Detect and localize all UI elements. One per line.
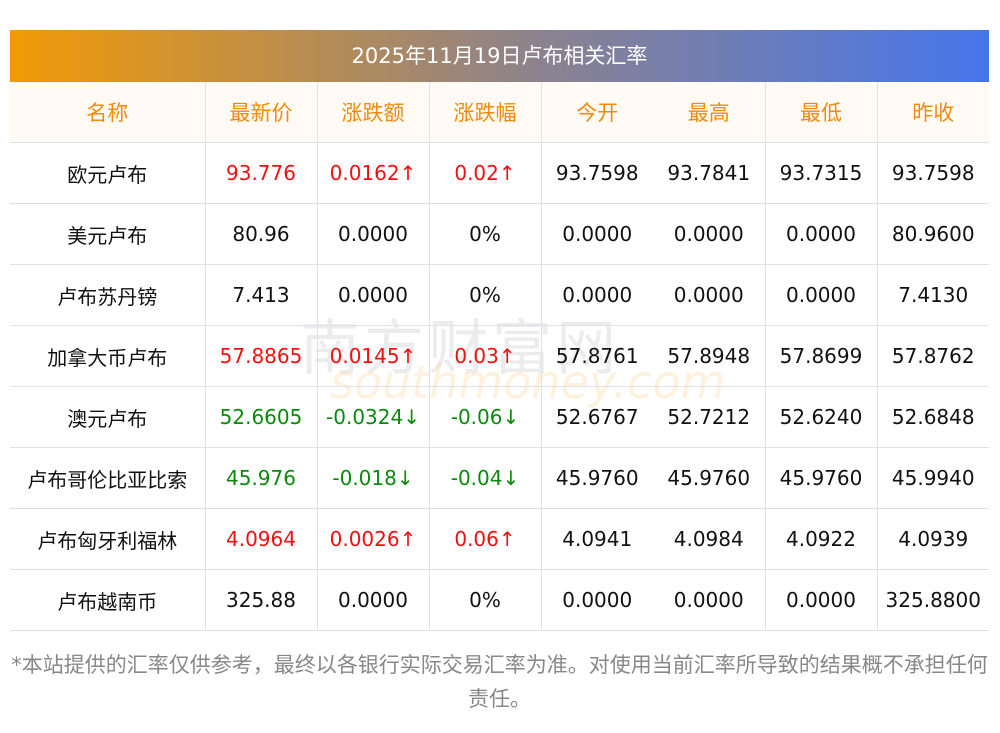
page-title: 2025年11月19日卢布相关汇率: [10, 30, 989, 82]
cell-pct: -0.06↓: [428, 386, 541, 448]
cell-prev: 52.6848: [876, 386, 989, 448]
column-header: 名称: [10, 82, 205, 143]
cell-name: 卢布哥伦比亚比索: [10, 447, 205, 509]
cell-high: 45.9760: [653, 447, 765, 509]
cell-open: 57.8761: [540, 325, 653, 387]
cell-price: 57.8865: [204, 325, 317, 387]
disclaimer-note: *本站提供的汇率仅供参考，最终以各银行实际交易汇率为准。对使用当前汇率所导致的结…: [11, 653, 988, 711]
cell-price: 7.413: [204, 264, 317, 326]
cell-high: 0.0000: [653, 203, 765, 265]
cell-low: 0.0000: [764, 203, 877, 265]
cell-change: 0.0026↑: [316, 508, 429, 570]
cell-price: 80.96: [204, 203, 317, 265]
cell-high: 4.0984: [653, 508, 765, 570]
cell-high: 0.0000: [653, 569, 765, 631]
cell-prev: 4.0939: [876, 508, 989, 570]
cell-high: 0.0000: [653, 264, 765, 326]
cell-name: 加拿大币卢布: [10, 325, 205, 387]
table-row: 卢布匈牙利福林 4.0964 0.0026↑ 0.06↑ 4.0941 4.0984 4.0…: [10, 508, 989, 570]
cell-open: 4.0941: [540, 508, 653, 570]
cell-name: 欧元卢布: [10, 142, 205, 204]
cell-low: 45.9760: [764, 447, 877, 509]
cell-change: 0.0145↑: [316, 325, 429, 387]
table-row: 欧元卢布 93.776 0.0162↑ 0.02↑ 93.7598 93.7841 93.7…: [10, 142, 989, 204]
cell-low: 93.7315: [764, 142, 877, 204]
cell-low: 4.0922: [764, 508, 877, 570]
column-header: 涨跌幅: [428, 82, 541, 143]
cell-pct: 0%: [428, 203, 541, 265]
cell-name: 美元卢布: [10, 203, 205, 265]
table-row: 卢布越南币 325.88 0.0000 0% 0.0000 0.0000 0.0000 325…: [10, 569, 989, 631]
cell-prev: 7.4130: [876, 264, 989, 326]
cell-prev: 80.9600: [876, 203, 989, 265]
rate-table: 名称 最新价 涨跌额 涨跌幅 今开 最高 最低 昨收 欧元卢布 93.776 0.0162↑ 0.0…: [10, 82, 989, 631]
column-header: 涨跌额: [316, 82, 429, 143]
cell-pct: 0.02↑: [428, 142, 541, 204]
cell-name: 澳元卢布: [10, 386, 205, 448]
table-row: 卢布苏丹镑 7.413 0.0000 0% 0.0000 0.0000 0.0000 7.41…: [10, 264, 989, 326]
cell-open: 93.7598: [540, 142, 653, 204]
cell-change: -0.0324↓: [316, 386, 429, 448]
cell-name: 卢布越南币: [10, 569, 205, 631]
cell-pct: 0.03↑: [428, 325, 541, 387]
table-header: 名称 最新价 涨跌额 涨跌幅 今开 最高 最低 昨收: [10, 82, 989, 143]
cell-high: 57.8948: [653, 325, 765, 387]
column-header: 今开: [540, 82, 653, 143]
cell-price: 325.88: [204, 569, 317, 631]
cell-pct: -0.04↓: [428, 447, 541, 509]
cell-open: 0.0000: [540, 203, 653, 265]
cell-prev: 45.9940: [876, 447, 989, 509]
table-row: 卢布哥伦比亚比索 45.976 -0.018↓ -0.04↓ 45.9760 45.976…: [10, 447, 989, 509]
cell-pct: 0.06↑: [428, 508, 541, 570]
cell-prev: 57.8762: [876, 325, 989, 387]
cell-change: 0.0000: [316, 569, 429, 631]
cell-price: 52.6605: [204, 386, 317, 448]
cell-price: 45.976: [204, 447, 317, 509]
cell-prev: 325.8800: [876, 569, 989, 631]
cell-open: 0.0000: [540, 569, 653, 631]
cell-low: 0.0000: [764, 264, 877, 326]
cell-price: 4.0964: [204, 508, 317, 570]
table-row: 澳元卢布 52.6605 -0.0324↓ -0.06↓ 52.6767 52.7212 5…: [10, 386, 989, 448]
cell-high: 93.7841: [653, 142, 765, 204]
cell-change: 0.0000: [316, 203, 429, 265]
cell-name: 卢布匈牙利福林: [10, 508, 205, 570]
cell-change: 0.0000: [316, 264, 429, 326]
cell-name: 卢布苏丹镑: [10, 264, 205, 326]
cell-change: -0.018↓: [316, 447, 429, 509]
table-row: 美元卢布 80.96 0.0000 0% 0.0000 0.0000 0.0000 80.96…: [10, 203, 989, 265]
column-header: 昨收: [876, 82, 989, 143]
cell-pct: 0%: [428, 569, 541, 631]
cell-low: 57.8699: [764, 325, 877, 387]
cell-low: 52.6240: [764, 386, 877, 448]
cell-pct: 0%: [428, 264, 541, 326]
cell-open: 45.9760: [540, 447, 653, 509]
cell-prev: 93.7598: [876, 142, 989, 204]
column-header: 最新价: [204, 82, 317, 143]
cell-open: 0.0000: [540, 264, 653, 326]
cell-open: 52.6767: [540, 386, 653, 448]
table-row: 加拿大币卢布 57.8865 0.0145↑ 0.03↑ 57.8761 57.8948 5…: [10, 325, 989, 387]
cell-price: 93.776: [204, 142, 317, 204]
cell-change: 0.0162↑: [316, 142, 429, 204]
column-header: 最低: [764, 82, 877, 143]
cell-low: 0.0000: [764, 569, 877, 631]
column-header: 最高: [653, 82, 765, 143]
cell-high: 52.7212: [653, 386, 765, 448]
